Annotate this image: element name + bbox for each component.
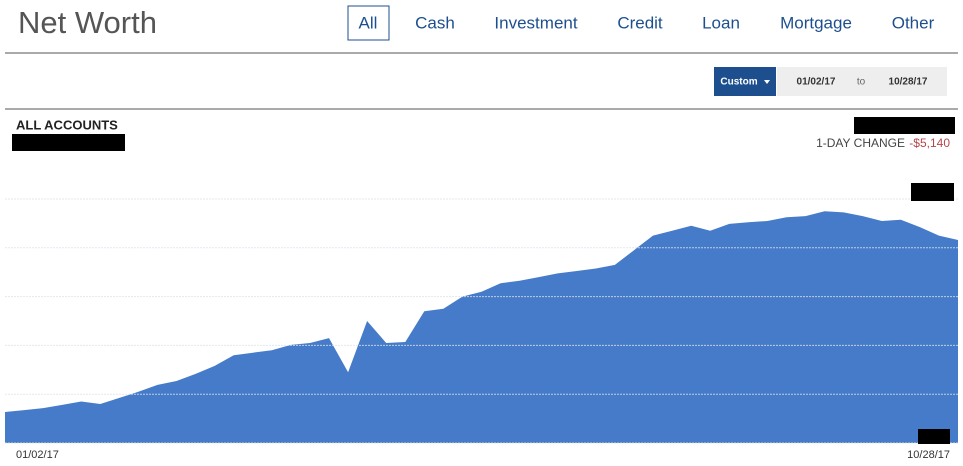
chart: 01/02/17 10/28/17 <box>5 198 958 461</box>
tab-active-box <box>347 5 390 41</box>
tab[interactable]: All <box>359 13 378 32</box>
accounts-label: ALL ACCOUNTS <box>16 117 118 132</box>
tab[interactable]: Loan <box>702 13 740 32</box>
tab[interactable]: Mortgage <box>780 13 852 32</box>
tab[interactable]: Other <box>892 13 935 32</box>
x-tick-label: 01/02/17 <box>16 449 59 461</box>
start-date[interactable]: 01/02/17 <box>797 77 836 88</box>
area <box>5 211 958 443</box>
date-box <box>777 67 947 96</box>
redaction <box>918 429 950 444</box>
custom-button-label[interactable]: Custom <box>720 77 757 88</box>
x-tick-label: 10/28/17 <box>907 449 950 461</box>
change-label: 1-DAY CHANGE <box>816 136 905 150</box>
redaction <box>854 117 955 134</box>
tab[interactable]: Investment <box>494 13 577 32</box>
redaction <box>12 134 125 151</box>
page-title: Net Worth <box>18 5 157 40</box>
end-date[interactable]: 10/28/17 <box>889 77 928 88</box>
tab[interactable]: Cash <box>415 13 455 32</box>
dropdown-caret <box>764 80 770 84</box>
date-separator: to <box>857 77 866 88</box>
change-value: -$5,140 <box>909 136 950 150</box>
redaction <box>911 183 954 201</box>
tab[interactable]: Credit <box>617 13 663 32</box>
